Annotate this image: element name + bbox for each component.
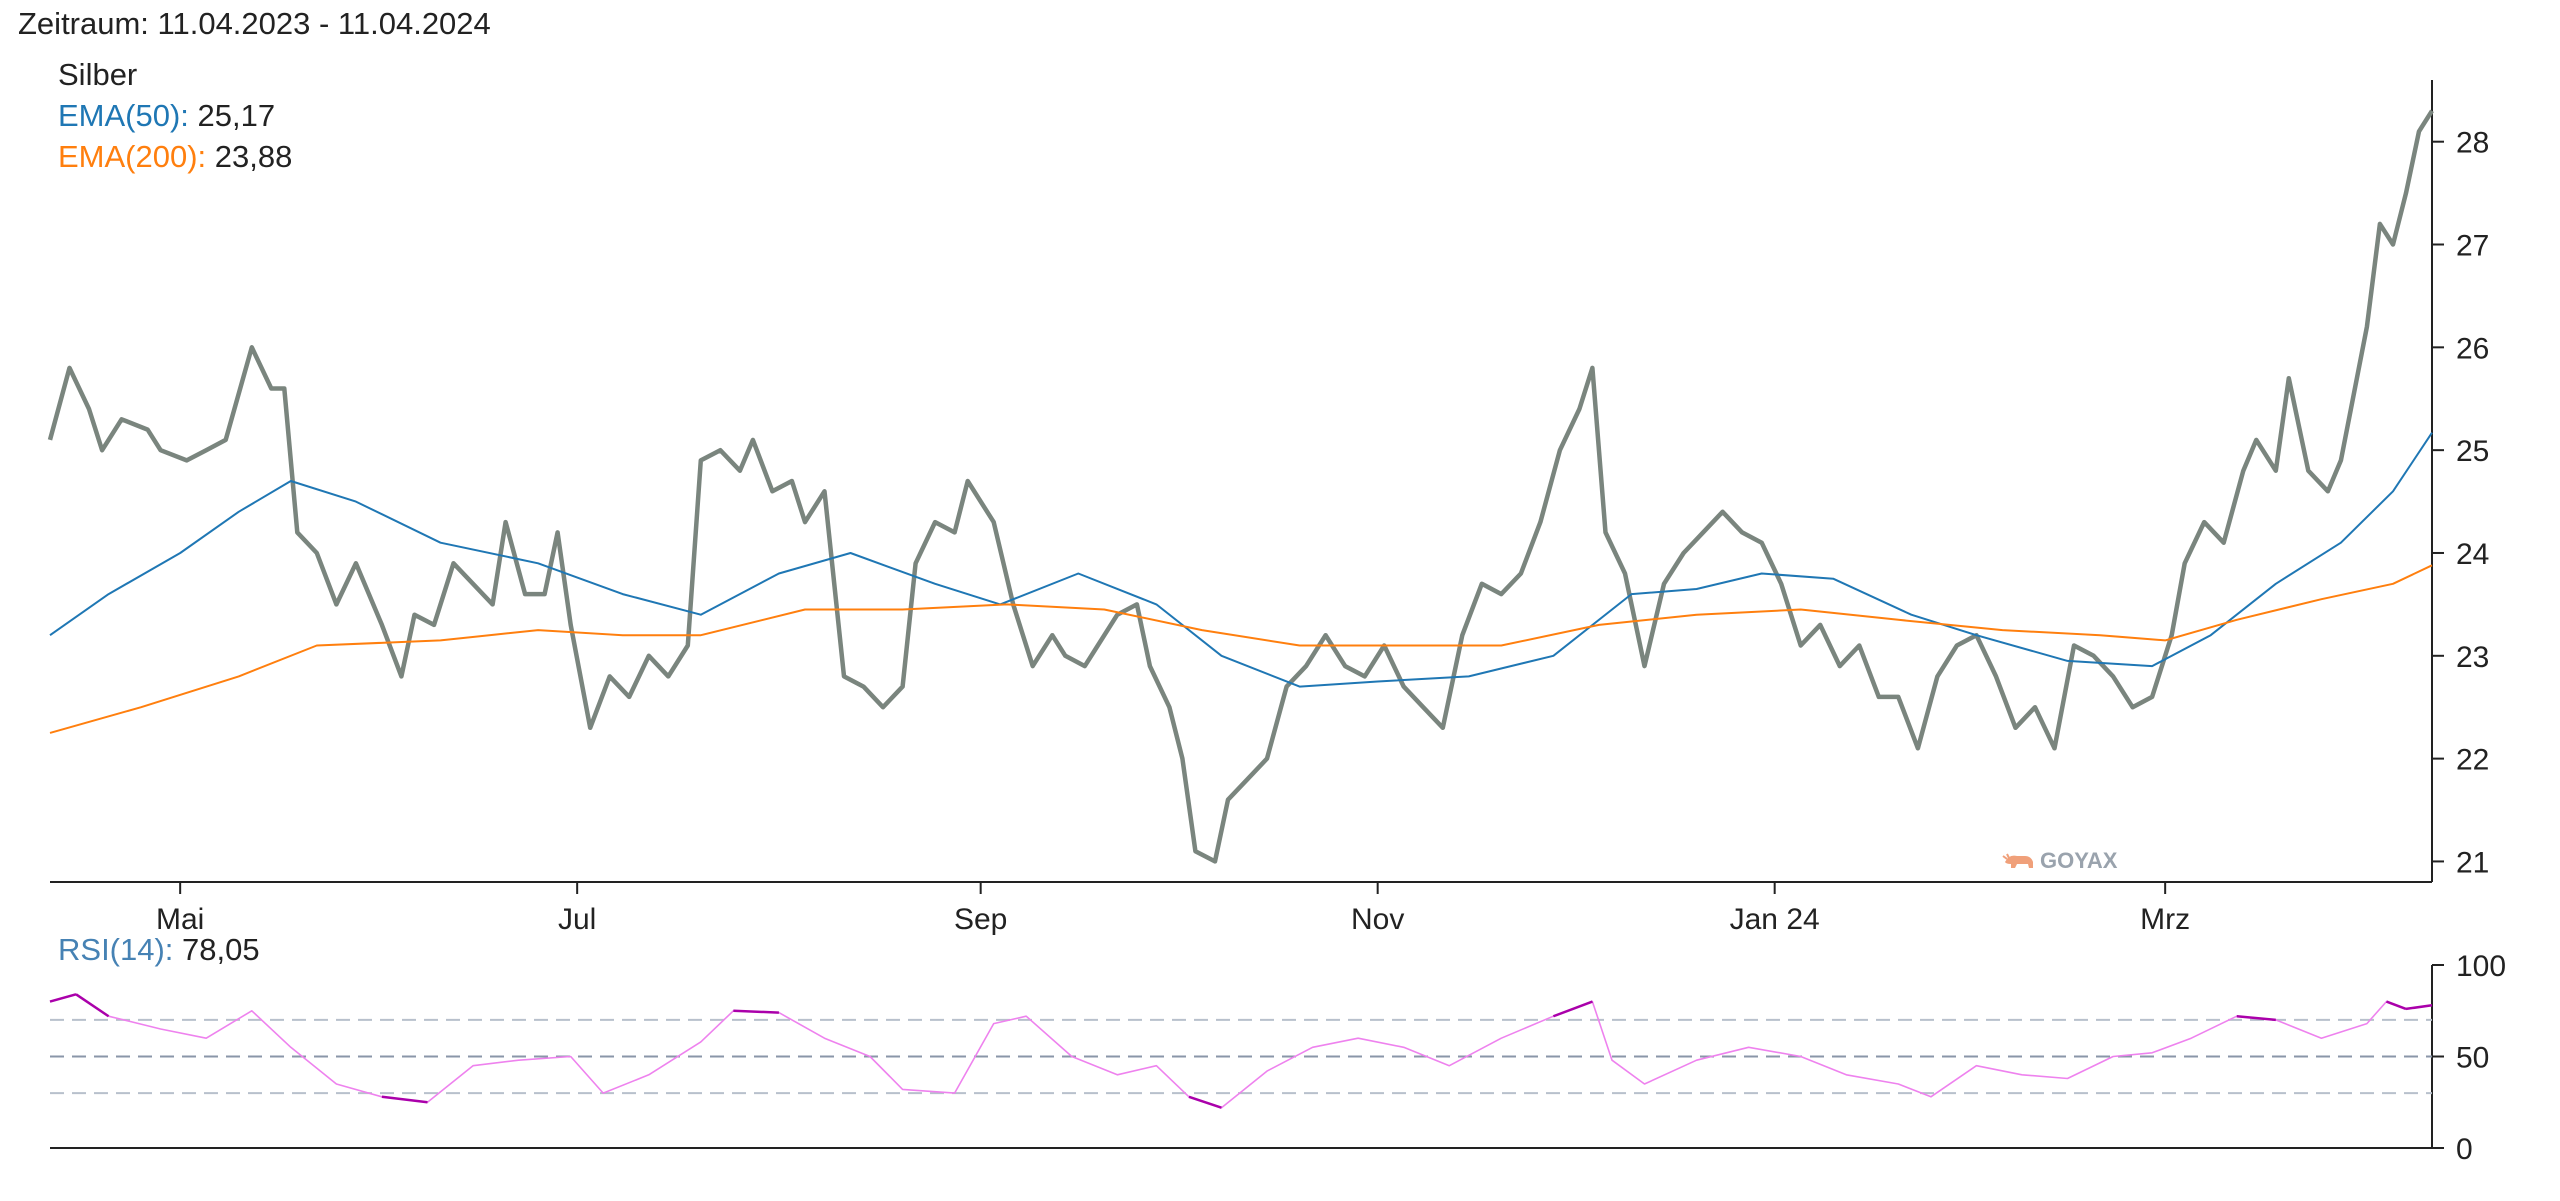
rsi-y-tick-label: 50	[2456, 1042, 2489, 1075]
ema200-line	[49, 564, 2433, 734]
legend-rsi-value: 78,05	[182, 932, 260, 967]
legend-ema50: EMA(50): 25,17	[58, 95, 292, 136]
price-y-tick-label: 28	[2456, 127, 2489, 160]
bull-icon	[2002, 853, 2033, 868]
legend-instrument: Silber	[58, 57, 138, 92]
x-tick-label: Mai	[156, 903, 204, 936]
price-y-tick-label: 21	[2456, 846, 2489, 879]
ema50-line	[49, 432, 2433, 688]
price-plot-area: 21 22 23 24 25 26 27 28 Mai Jul Sep Nov Jan 24 Mrz	[47, 80, 2489, 936]
x-tick-label: Jan 24	[1730, 903, 1820, 936]
x-tick-label: Sep	[954, 903, 1007, 936]
x-tick-label: Nov	[1351, 903, 1404, 936]
price-y-tick-label: 25	[2456, 435, 2489, 468]
rsi-extreme-segment	[2405, 1004, 2433, 1011]
legend-ema50-label: EMA(50):	[58, 98, 189, 133]
rsi-extreme-segment	[733, 1009, 779, 1014]
rsi-plot-area: 0 50 100	[49, 950, 2506, 1166]
legend-ema200-value: 23,88	[214, 139, 293, 174]
rsi-extreme-segment	[2386, 1000, 2407, 1011]
rsi-extreme-segment	[2236, 1014, 2276, 1022]
legend-rsi-label: RSI(14):	[58, 932, 174, 967]
rsi-line	[49, 993, 2433, 1109]
rsi-extreme-segment	[381, 1095, 428, 1104]
goyax-watermark: GOYAX	[2002, 848, 2118, 873]
period-label: Zeitraum: 11.04.2023 - 11.04.2024	[18, 6, 491, 41]
rsi-y-tick-label: 0	[2456, 1133, 2473, 1166]
x-tick-label: Mrz	[2140, 903, 2190, 936]
legend-ema50-value: 25,17	[197, 98, 276, 133]
price-y-tick-label: 24	[2456, 538, 2489, 571]
rsi-legend: RSI(14): 78,05	[58, 932, 260, 968]
rsi-extreme-segment	[1552, 1000, 1593, 1018]
legend-ema200: EMA(200): 23,88	[58, 136, 292, 177]
rsi-extreme-segment	[49, 993, 77, 1003]
watermark-text: GOYAX	[2040, 848, 2118, 873]
price-y-tick-label: 27	[2456, 230, 2489, 263]
price-y-tick-label: 26	[2456, 332, 2489, 365]
x-tick-label: Jul	[558, 903, 596, 936]
legend-ema200-label: EMA(200):	[58, 139, 207, 174]
rsi-extreme-segment	[75, 993, 110, 1018]
price-legend: Silber EMA(50): 25,17 EMA(200): 23,88	[58, 54, 292, 177]
price-y-tick-label: 23	[2456, 641, 2489, 674]
price-line	[47, 109, 2434, 864]
rsi-y-tick-label: 100	[2456, 950, 2506, 983]
price-y-tick-label: 22	[2456, 744, 2489, 777]
rsi-extreme-segment	[1188, 1095, 1222, 1109]
